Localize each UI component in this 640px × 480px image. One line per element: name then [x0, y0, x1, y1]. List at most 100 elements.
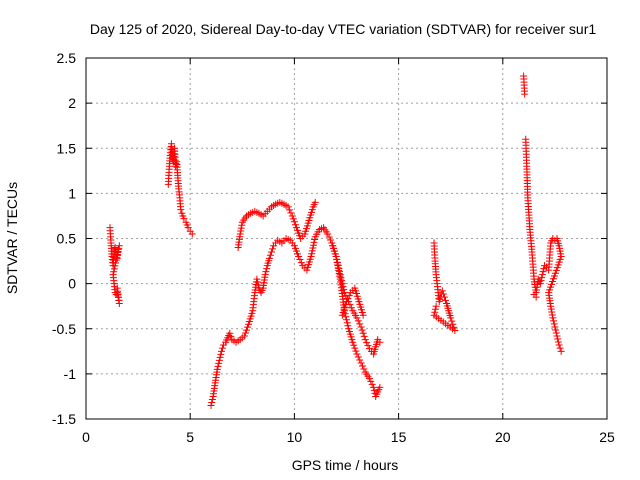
data-point [291, 221, 299, 229]
data-point [538, 271, 546, 279]
data-point [343, 319, 351, 327]
data-point [554, 335, 562, 343]
data-point [350, 341, 358, 349]
data-point [266, 251, 274, 259]
data-point [368, 380, 376, 388]
data-point [325, 233, 333, 241]
data-point [215, 359, 223, 367]
data-point [376, 338, 384, 346]
data-point [361, 336, 369, 344]
y-tick-label: 1 [68, 185, 76, 201]
data-point [237, 227, 245, 235]
y-tick-labels: -1.5 -1 -0.5 0 0.5 1 1.5 2 2.5 [52, 50, 76, 427]
data-point [354, 317, 362, 325]
data-point [347, 304, 355, 312]
data-point [550, 320, 558, 328]
data-point [536, 280, 544, 288]
data-point [308, 250, 316, 258]
data-point [376, 383, 384, 391]
data-point [113, 250, 121, 258]
data-point [311, 198, 319, 206]
data-point [238, 221, 246, 229]
data-point [208, 395, 216, 403]
data-point [207, 401, 215, 409]
data-point [253, 275, 261, 283]
x-tick-label: 10 [287, 429, 303, 445]
data-point [290, 218, 298, 226]
data-point [112, 256, 120, 264]
data-point [360, 332, 368, 340]
data-point [353, 350, 361, 358]
data-point [307, 253, 315, 261]
data-point [359, 329, 367, 337]
data-point [554, 338, 562, 346]
data-point [226, 329, 234, 337]
data-point [338, 277, 346, 285]
data-point [296, 256, 304, 264]
data-point [548, 308, 556, 316]
data-point [370, 383, 378, 391]
data-point [552, 329, 560, 337]
x-tick-label: 25 [599, 429, 615, 445]
y-tick-label: -1 [64, 366, 77, 382]
data-point [430, 311, 438, 319]
data-point [549, 314, 557, 322]
data-point [447, 314, 455, 322]
data-point [367, 377, 375, 385]
data-point [439, 290, 447, 298]
data-point [262, 268, 270, 276]
data-point [354, 353, 362, 361]
x-tick-label: 5 [186, 429, 194, 445]
data-point [344, 295, 352, 303]
data-point [113, 284, 121, 292]
data-point [309, 244, 317, 252]
data-point [115, 245, 123, 253]
data-point [338, 280, 346, 288]
data-point [289, 215, 297, 223]
data-point [357, 359, 365, 367]
data-point [219, 344, 227, 352]
y-tick-label: -0.5 [52, 321, 76, 337]
data-point [343, 298, 350, 306]
data-point [311, 236, 319, 244]
data-point [177, 206, 185, 214]
data-point [286, 206, 294, 214]
data-point [353, 314, 361, 322]
data-point [113, 253, 121, 261]
data-point [550, 317, 558, 325]
data-point [539, 268, 547, 276]
data-point [431, 308, 439, 316]
y-tick-label: 2 [68, 95, 76, 111]
y-tick-label: 0.5 [57, 231, 77, 247]
data-point [309, 241, 317, 249]
data-point [431, 305, 439, 313]
data-point [214, 362, 222, 370]
data-point [356, 320, 364, 328]
data-point [358, 326, 366, 334]
x-tick-labels: 0 5 10 15 20 25 [82, 429, 615, 445]
y-tick-label: 0 [68, 276, 76, 292]
data-point [288, 212, 296, 220]
data-point [244, 323, 252, 331]
data-point [432, 302, 440, 310]
data-point [287, 209, 295, 217]
data-point [111, 244, 119, 252]
data-point [188, 230, 196, 238]
data-point [440, 293, 448, 301]
y-tick-label: -1.5 [52, 411, 76, 427]
data-point [240, 332, 248, 340]
data-point [356, 356, 364, 364]
chart-title: Day 125 of 2020, Sidereal Day-to-day VTE… [90, 21, 596, 37]
data-point [530, 290, 538, 298]
data-point [112, 259, 120, 267]
data-point [110, 265, 118, 273]
y-axis-label: SDTVAR / TECUs [4, 182, 20, 294]
data-point [242, 326, 250, 334]
data-point [548, 311, 556, 319]
data-point [556, 344, 564, 352]
x-tick-label: 0 [82, 429, 90, 445]
data-point [284, 203, 292, 211]
data-point [521, 90, 529, 98]
data-point [349, 338, 357, 346]
